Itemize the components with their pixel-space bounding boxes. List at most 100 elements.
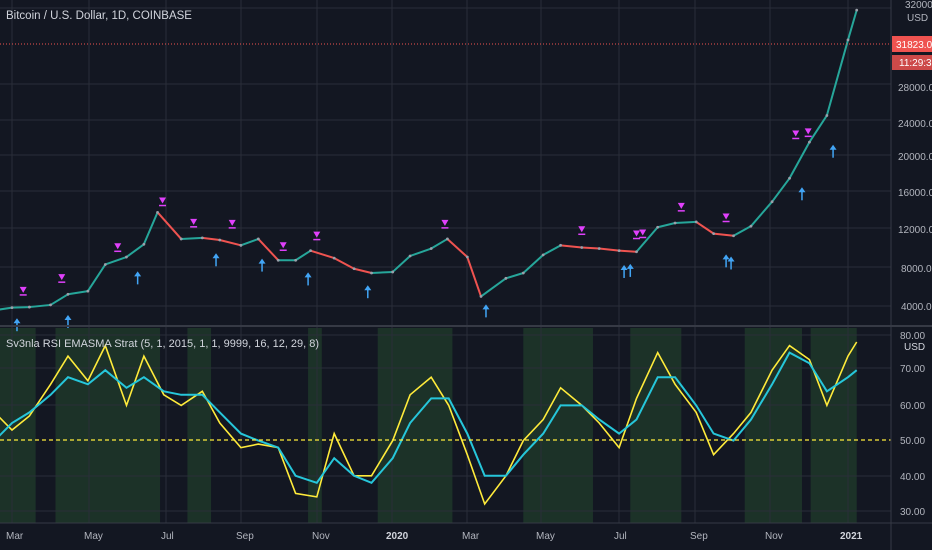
- buy-arrow-icon: [727, 256, 735, 262]
- sell-marker-icon: [578, 226, 586, 233]
- price-point: [479, 295, 483, 298]
- price-segment: [392, 255, 411, 273]
- price-point: [370, 271, 373, 275]
- price-segment: [446, 238, 468, 258]
- price-point: [465, 255, 469, 259]
- symbol-title[interactable]: Bitcoin / U.S. Dollar, 1D, COINBASE: [6, 10, 192, 22]
- indicator-axis[interactable]: 80.00 USD 70.00 60.00 50.00 40.00 30.00: [895, 331, 925, 518]
- price-segment: [87, 263, 107, 292]
- price-segment: [695, 221, 715, 235]
- sell-marker-icon: [804, 128, 812, 135]
- price-point: [788, 176, 791, 180]
- price-tick: 32000.00: [905, 0, 932, 11]
- price-point: [429, 247, 433, 250]
- time-label: Nov: [312, 531, 330, 542]
- price-series: [0, 8, 859, 311]
- price-point: [712, 232, 716, 236]
- price-tick: 8000.00: [901, 264, 932, 275]
- sell-marker-icon: [722, 213, 730, 220]
- price-segment: [295, 249, 312, 262]
- bull-zone: [810, 328, 857, 523]
- price-segment: [675, 220, 697, 224]
- price-segment: [181, 236, 203, 240]
- price-point: [732, 234, 735, 238]
- countdown-tag: [892, 55, 932, 70]
- price-point: [28, 305, 31, 309]
- price-point: [855, 8, 859, 12]
- price-segment: [657, 222, 676, 229]
- price-segment: [560, 244, 582, 249]
- buy-arrow-icon: [364, 285, 372, 291]
- time-label: 2021: [840, 531, 863, 542]
- price-point: [142, 242, 146, 246]
- price-segment: [599, 247, 620, 252]
- bull-zone: [308, 328, 322, 523]
- sell-marker-icon: [190, 218, 198, 225]
- price-segment: [104, 256, 127, 266]
- indicator-tick: 80.00: [900, 331, 925, 342]
- price-segment: [619, 249, 637, 253]
- price-segment: [808, 114, 828, 143]
- price-segment: [771, 177, 791, 203]
- price-point: [49, 303, 52, 307]
- grid-lines: [0, 0, 891, 523]
- buy-arrow-icon: [482, 304, 490, 310]
- time-label: Mar: [6, 531, 24, 542]
- sell-marker-icon: [313, 231, 321, 238]
- price-point: [846, 38, 850, 42]
- price-point: [580, 246, 584, 249]
- price-point: [352, 267, 356, 271]
- indicator-axis-currency: USD: [904, 342, 925, 353]
- price-segment: [67, 290, 89, 296]
- price-point: [521, 271, 525, 275]
- price-segment: [202, 236, 220, 242]
- price-point: [770, 200, 774, 204]
- buy-arrow-icon: [829, 144, 837, 150]
- buy-arrow-icon: [722, 254, 730, 260]
- sell-marker-icon: [279, 242, 287, 249]
- price-point: [103, 263, 107, 266]
- indicator-title[interactable]: Sv3nla RSI EMASMA Strat (5, 1, 2015, 1, …: [6, 338, 319, 350]
- buy-arrow-icon: [212, 253, 220, 259]
- price-segment: [505, 272, 524, 280]
- last-price-value: 31823.05: [896, 40, 932, 51]
- price-segment: [219, 239, 242, 247]
- price-segment: [142, 211, 159, 245]
- bull-zone: [744, 328, 802, 523]
- price-tick: 12000.00: [898, 225, 932, 236]
- bull-zone: [377, 328, 453, 523]
- price-segment: [825, 39, 849, 116]
- price-segment: [0, 306, 13, 311]
- price-segment: [581, 246, 600, 250]
- price-tick: 4000.00: [901, 302, 932, 313]
- price-point: [749, 224, 753, 228]
- price-point: [617, 249, 621, 253]
- time-label: Sep: [236, 531, 254, 542]
- price-point: [156, 210, 159, 214]
- buy-arrow-icon: [304, 272, 312, 278]
- price-point: [446, 237, 449, 241]
- time-label: May: [84, 531, 103, 542]
- price-point: [504, 276, 508, 280]
- price-point: [66, 292, 70, 296]
- bull-zone: [523, 328, 593, 523]
- price-tick: 20000.00: [898, 152, 932, 163]
- time-label: 2020: [386, 531, 409, 542]
- sell-marker-icon: [228, 219, 236, 226]
- price-axis[interactable]: 32000.00 USD 28000.00 24000.00 20000.00 …: [892, 0, 932, 313]
- indicator-tick: 70.00: [900, 364, 925, 375]
- time-axis[interactable]: Mar May Jul Sep Nov 2020 Mar May Jul Sep…: [6, 531, 863, 542]
- bar-countdown: 11:29:32: [899, 58, 932, 69]
- indicator-tick: 40.00: [900, 472, 925, 483]
- price-segment: [788, 141, 811, 179]
- buy-arrow-icon: [798, 187, 806, 193]
- price-segment: [430, 238, 448, 250]
- price-point: [200, 236, 204, 240]
- indicator-tick: 60.00: [900, 401, 925, 412]
- price-point: [239, 243, 243, 247]
- price-point: [541, 253, 545, 257]
- price-point: [179, 237, 183, 241]
- price-point: [408, 254, 412, 258]
